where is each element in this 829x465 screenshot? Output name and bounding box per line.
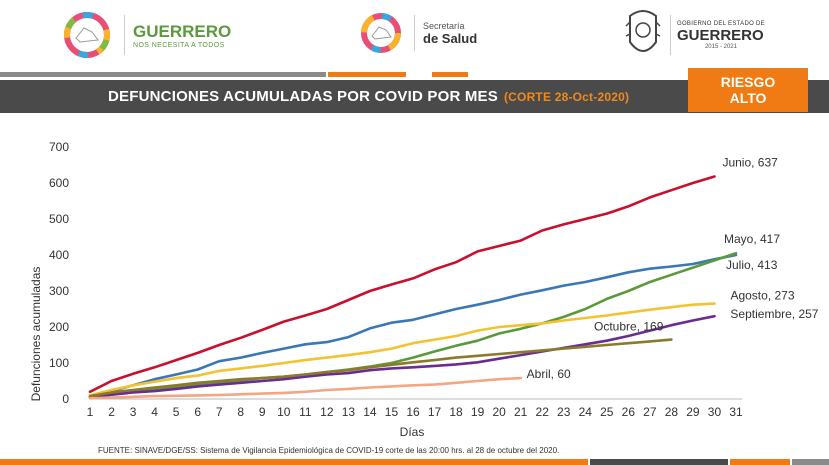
y-tick-label: 300 bbox=[49, 284, 69, 298]
chart-series-labels: Junio, 637 Mayo, 417 Julio, 413 Agosto, 273… bbox=[527, 156, 819, 382]
chart-series bbox=[88, 175, 738, 400]
x-tick-label: 6 bbox=[194, 405, 201, 419]
y-tick-label: 600 bbox=[49, 176, 69, 190]
right-line2: GUERRERO bbox=[677, 26, 764, 44]
x-tick-label: 26 bbox=[622, 405, 636, 419]
x-tick-label: 11 bbox=[299, 405, 312, 419]
x-tick-label: 1 bbox=[87, 405, 94, 419]
x-tick-label: 2 bbox=[108, 405, 115, 419]
series-label-junio: Junio, 637 bbox=[722, 156, 778, 170]
y-tick-label: 400 bbox=[49, 248, 69, 262]
series-line-junio bbox=[88, 175, 716, 394]
x-tick-label: 4 bbox=[151, 405, 158, 419]
chart-title: DEFUNCIONES ACUMULADAS POR COVID POR MES… bbox=[108, 88, 629, 105]
risk-badge: RIESGO ALTO bbox=[688, 68, 808, 112]
series-label-septiembre: Septiembre, 257 bbox=[730, 307, 818, 321]
header-divider-2 bbox=[414, 15, 415, 51]
x-tick-label: 17 bbox=[428, 405, 442, 419]
right-line3: 2015 - 2021 bbox=[704, 43, 737, 50]
y-axis-label: Defunciones acumuladas bbox=[29, 267, 43, 402]
x-axis-label: Días bbox=[400, 425, 425, 439]
series-line-julio bbox=[88, 251, 738, 399]
y-tick-label: 200 bbox=[49, 320, 69, 334]
x-tick-label: 19 bbox=[471, 405, 485, 419]
top-stripe-orange bbox=[328, 72, 406, 77]
x-tick-label: 3 bbox=[130, 405, 137, 419]
x-tick-label: 16 bbox=[406, 405, 420, 419]
gobierno-logo: GOBIERNO DEL ESTADO DE GUERRERO 2015 - 2… bbox=[622, 6, 765, 64]
x-tick-label: 25 bbox=[600, 405, 614, 419]
x-tick-label: 18 bbox=[449, 405, 463, 419]
x-tick-label: 23 bbox=[557, 405, 571, 419]
chart-title-cut: (CORTE 28-Oct-2020) bbox=[503, 90, 630, 104]
top-stripe-grey bbox=[0, 72, 326, 77]
x-tick-label: 28 bbox=[665, 405, 679, 419]
x-tick-label: 30 bbox=[708, 405, 722, 419]
x-tick-label: 24 bbox=[579, 405, 593, 419]
secretaria-salud-logo: Secretaría de Salud bbox=[356, 8, 477, 58]
x-tick-label: 15 bbox=[385, 405, 399, 419]
header: GUERRERO NOS NECESITA A TODOS Secretaría… bbox=[0, 0, 829, 72]
series-label-agosto: Agosto, 273 bbox=[730, 289, 794, 303]
header-divider bbox=[124, 15, 125, 55]
guerrero-emblem-icon bbox=[64, 12, 110, 58]
center-line1: Secretaría bbox=[423, 20, 465, 31]
series-line-octubre bbox=[88, 338, 673, 398]
title-bar: DEFUNCIONES ACUMULADAS POR COVID POR MES… bbox=[0, 80, 680, 113]
y-tick-label: 700 bbox=[49, 140, 69, 154]
y-tick-label: 500 bbox=[49, 212, 69, 226]
x-tick-label: 22 bbox=[536, 405, 550, 419]
y-tick-label: 0 bbox=[62, 392, 69, 406]
series-label-abril: Abril, 60 bbox=[527, 367, 571, 381]
x-tick-label: 27 bbox=[643, 405, 657, 419]
bottom-stripe-orange bbox=[0, 459, 588, 465]
series-label-octubre: Octubre, 169 bbox=[594, 320, 664, 334]
series-line-agosto bbox=[88, 302, 716, 397]
x-tick-label: 8 bbox=[237, 405, 244, 419]
x-tick-label: 10 bbox=[277, 405, 291, 419]
risk-line2: ALTO bbox=[729, 90, 767, 106]
source-note: FUENTE: SINAVE/DGE/SS: Sistema de Vigila… bbox=[98, 446, 560, 455]
bottom-stripe-dark bbox=[590, 459, 728, 465]
series-line-abril bbox=[88, 376, 523, 400]
header-divider-3 bbox=[670, 15, 671, 55]
salud-emblem-icon bbox=[361, 13, 401, 53]
x-tick-label: 20 bbox=[492, 405, 506, 419]
x-tick-label: 13 bbox=[342, 405, 356, 419]
state-shield-icon bbox=[625, 10, 661, 52]
bottom-stripe-orange-2 bbox=[730, 459, 790, 465]
top-stripe-orange-2 bbox=[432, 72, 468, 77]
right-line1: GOBIERNO DEL ESTADO DE bbox=[677, 20, 765, 27]
x-tick-label: 9 bbox=[259, 405, 266, 419]
x-tick-label: 7 bbox=[216, 405, 223, 419]
x-tick-label: 21 bbox=[514, 405, 528, 419]
chart-title-main: DEFUNCIONES ACUMULADAS POR COVID POR MES bbox=[108, 88, 498, 105]
x-tick-label: 12 bbox=[320, 405, 334, 419]
x-tick-label: 14 bbox=[363, 405, 377, 419]
logo-left-name: GUERRERO bbox=[133, 21, 232, 41]
x-tick-label: 29 bbox=[686, 405, 700, 419]
x-tick-label: 5 bbox=[173, 405, 180, 419]
logo-left-tagline: NOS NECESITA A TODOS bbox=[133, 41, 225, 49]
series-label-mayo: Mayo, 417 bbox=[724, 232, 780, 246]
series-line-septiembre bbox=[88, 314, 716, 399]
x-tick-label: 31 bbox=[729, 405, 743, 419]
series-label-julio: Julio, 413 bbox=[726, 258, 778, 272]
series-line-mayo bbox=[88, 253, 738, 398]
guerrero-logo: GUERRERO NOS NECESITA A TODOS bbox=[58, 8, 231, 62]
risk-line1: RIESGO bbox=[720, 74, 776, 90]
center-line2: de Salud bbox=[423, 30, 478, 46]
y-tick-label: 100 bbox=[49, 356, 69, 370]
bottom-stripe-grey bbox=[792, 459, 829, 465]
